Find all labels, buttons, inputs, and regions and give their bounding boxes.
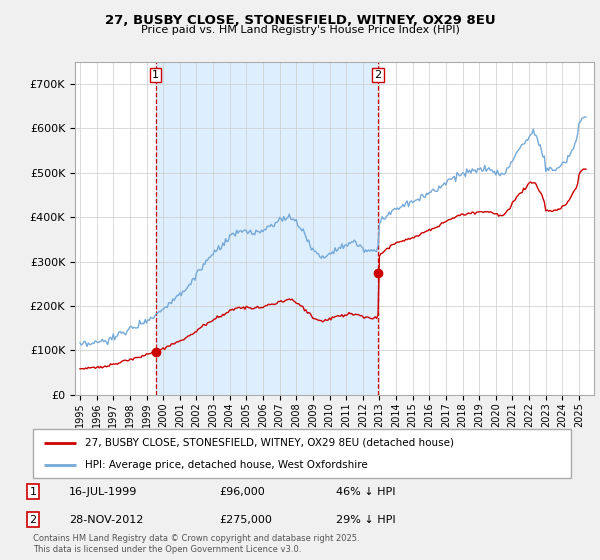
Text: 1: 1 — [152, 70, 159, 80]
Text: 46% ↓ HPI: 46% ↓ HPI — [336, 487, 395, 497]
Text: HPI: Average price, detached house, West Oxfordshire: HPI: Average price, detached house, West… — [85, 460, 367, 470]
Text: 16-JUL-1999: 16-JUL-1999 — [69, 487, 137, 497]
Text: £96,000: £96,000 — [219, 487, 265, 497]
Text: 27, BUSBY CLOSE, STONESFIELD, WITNEY, OX29 8EU: 27, BUSBY CLOSE, STONESFIELD, WITNEY, OX… — [104, 14, 496, 27]
Text: Contains HM Land Registry data © Crown copyright and database right 2025.
This d: Contains HM Land Registry data © Crown c… — [33, 534, 359, 554]
Text: Price paid vs. HM Land Registry's House Price Index (HPI): Price paid vs. HM Land Registry's House … — [140, 25, 460, 35]
Text: £275,000: £275,000 — [219, 515, 272, 525]
Bar — [155, 62, 378, 395]
Text: 2: 2 — [29, 515, 37, 525]
Text: 2: 2 — [374, 70, 382, 80]
Text: 1: 1 — [29, 487, 37, 497]
Text: 29% ↓ HPI: 29% ↓ HPI — [336, 515, 395, 525]
Text: 28-NOV-2012: 28-NOV-2012 — [69, 515, 143, 525]
FancyBboxPatch shape — [33, 430, 571, 478]
Text: 27, BUSBY CLOSE, STONESFIELD, WITNEY, OX29 8EU (detached house): 27, BUSBY CLOSE, STONESFIELD, WITNEY, OX… — [85, 437, 454, 447]
